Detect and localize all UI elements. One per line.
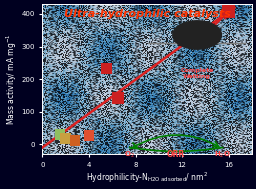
Text: H$_2$O: H$_2$O xyxy=(214,150,231,160)
Point xyxy=(227,10,231,13)
X-axis label: Hydrophilicity-N$_{\mathrm{H2O\ adsorbed}}$/ nm$^2$: Hydrophilicity-N$_{\mathrm{H2O\ adsorbed… xyxy=(86,170,208,185)
Text: Ultra-hydrophilic catalysts: Ultra-hydrophilic catalysts xyxy=(64,9,231,19)
Point xyxy=(104,67,109,70)
Text: O$_2$: O$_2$ xyxy=(124,150,135,160)
Point xyxy=(87,134,91,137)
Point xyxy=(64,137,68,140)
Circle shape xyxy=(173,21,221,49)
Point xyxy=(116,96,120,99)
Point xyxy=(73,139,77,142)
Point xyxy=(58,133,62,136)
Text: ORR: ORR xyxy=(167,150,185,159)
Y-axis label: Mass activity/ mA mg$^{-1}$: Mass activity/ mA mg$^{-1}$ xyxy=(4,33,19,125)
Text: Complete
Wetting: Complete Wetting xyxy=(180,68,214,79)
